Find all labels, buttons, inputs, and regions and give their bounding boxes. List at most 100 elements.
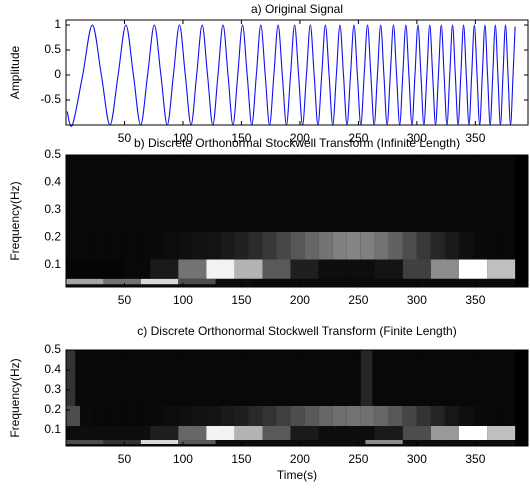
heatmap-cell: [346, 406, 361, 426]
heatmap-cell: [66, 426, 95, 440]
heatmap-cell: [248, 406, 263, 426]
heatmap-cell: [220, 406, 235, 426]
heatmap-cell: [458, 426, 488, 440]
heatmap-cell: [487, 426, 516, 440]
heatmap-cell: [444, 406, 459, 426]
heatmap-cell: [206, 232, 221, 260]
heatmap-cell: [192, 232, 207, 260]
heatmap-cell: [444, 232, 459, 260]
heatmap-cell: [440, 278, 478, 285]
heatmap-cell: [66, 259, 95, 279]
x-tick-label: 150: [231, 452, 251, 466]
heatmap-cell: [360, 406, 375, 426]
heatmap-cell: [75, 350, 361, 406]
heatmap-cell: [122, 426, 151, 440]
heatmap-cell: [318, 232, 333, 260]
x-tick-label: 50: [118, 452, 132, 466]
subplot: a) Original Signal Amplitude 50 100 150 200 25…: [8, 2, 529, 145]
subplot-title: c) Discrete Orthonormal Stockwell Transf…: [137, 324, 456, 338]
heatmap-cell: [290, 278, 328, 285]
heatmap-cell: [458, 259, 488, 279]
heatmap-cell: [66, 406, 81, 426]
y-tick-label: 1: [54, 17, 61, 31]
x-tick-label: 200: [290, 293, 310, 307]
heatmap-cell: [66, 350, 76, 406]
heatmap-cell: [332, 406, 347, 426]
heatmap-cell: [430, 426, 459, 440]
heatmap-cell: [487, 232, 502, 260]
y-axis-label: Amplitude: [8, 46, 22, 100]
heatmap-cell: [234, 426, 263, 440]
heatmap-cell: [458, 406, 474, 426]
y-tick-label: 0.4: [44, 362, 61, 376]
x-tick-label: 150: [231, 293, 251, 307]
heatmap-cell: [501, 406, 516, 426]
y-tick-label: 0.2: [44, 402, 61, 416]
x-tick-label: 100: [173, 293, 193, 307]
heatmap-cell: [178, 440, 216, 444]
heatmap-cell: [327, 440, 366, 444]
heatmap-cell: [402, 259, 431, 279]
y-tick-label: -0.5: [40, 92, 61, 106]
subplot: b) Discrete Orthonormal Stockwell Transf…: [8, 136, 529, 307]
heatmap-cell: [178, 232, 193, 260]
y-tick-label: 0.2: [44, 230, 61, 244]
y-tick-label: 0.1: [44, 257, 61, 271]
heatmap-cell: [501, 232, 516, 260]
heatmap-cell: [248, 232, 263, 260]
heatmap-cell: [402, 232, 417, 260]
heatmap-cell: [365, 440, 403, 444]
x-tick-label: 200: [290, 131, 310, 145]
heatmap-cell: [372, 350, 516, 406]
heatmap-cell: [122, 259, 151, 279]
heatmap-cell: [290, 232, 305, 260]
heatmap-cell: [290, 406, 305, 426]
y-tick-label: 0.3: [44, 202, 61, 216]
heatmap-cell: [290, 259, 319, 279]
heatmap-cell: [94, 232, 109, 260]
heatmap-cell: [290, 426, 319, 440]
heatmap-cell: [253, 440, 291, 444]
heatmap-cell: [374, 406, 389, 426]
heatmap-cell: [66, 440, 104, 444]
axes-frame: [65, 154, 529, 288]
heatmap-cell: [150, 259, 179, 279]
heatmap-cell: [136, 406, 151, 426]
heatmap-cell: [192, 406, 207, 426]
heatmap-cell: [374, 426, 403, 440]
heatmap-cell: [473, 232, 488, 260]
heatmap-cell: [164, 232, 179, 260]
x-tick-label: 300: [407, 452, 427, 466]
heatmap-cell: [360, 232, 375, 260]
heatmap-cell: [290, 440, 328, 444]
x-tick-label: 300: [407, 293, 427, 307]
heatmap-cell: [122, 232, 137, 260]
heatmap-cell: [402, 278, 441, 285]
y-axis-label: Frequency(Hz): [8, 181, 22, 260]
heatmap-cell: [327, 278, 366, 285]
axes-frame: [65, 19, 529, 126]
heatmap-cell: [215, 278, 254, 285]
heatmap-cell: [206, 259, 235, 279]
x-tick-label: 250: [348, 293, 368, 307]
heatmap-cell: [206, 426, 235, 440]
y-axis-label: Frequency(Hz): [8, 358, 22, 437]
heatmap-cell: [262, 232, 277, 260]
heatmap-cell: [262, 426, 291, 440]
heatmap-cell: [276, 406, 291, 426]
x-axis-label: Time(s): [277, 468, 317, 482]
x-tick-label: 50: [118, 293, 132, 307]
y-tick-label: 0.4: [44, 175, 61, 189]
heatmap-cell: [178, 259, 207, 279]
heatmap-cell: [94, 259, 123, 279]
heatmap-cell: [253, 278, 291, 285]
heatmap-cell: [388, 406, 403, 426]
heatmap-cell: [304, 406, 319, 426]
heatmap-cell: [178, 278, 216, 285]
heatmap-cell: [346, 426, 375, 440]
x-tick-label: 350: [465, 293, 485, 307]
subplot-title: a) Original Signal: [251, 2, 343, 16]
heatmap-cell: [234, 232, 249, 260]
y-tick-label: 0.5: [44, 342, 61, 356]
